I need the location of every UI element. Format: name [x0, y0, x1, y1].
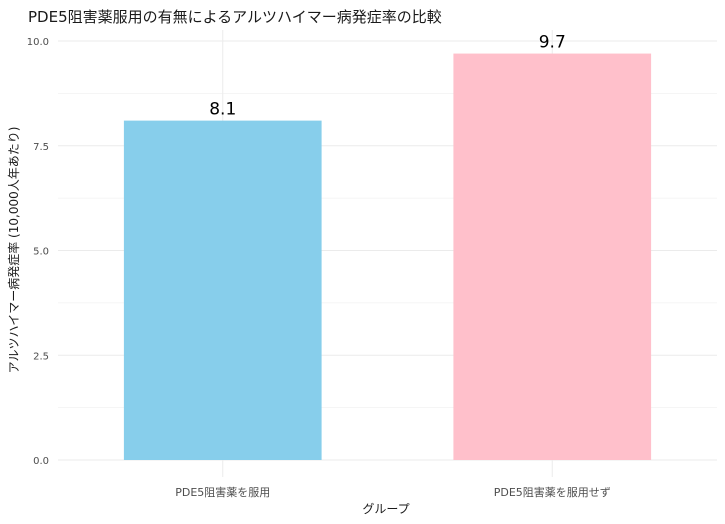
- y-tick-label: 0.0: [33, 456, 49, 467]
- x-tick-label: PDE5阻害薬を服用: [175, 485, 270, 499]
- bar: [123, 120, 322, 461]
- y-tick-label: 7.5: [33, 142, 49, 153]
- y-axis-title: アルツハイマー病発症率 (10,000人年あたり): [6, 127, 21, 374]
- y-tick-label: 2.5: [33, 351, 49, 362]
- x-tick-label: PDE5阻害薬を服用せず: [494, 485, 611, 499]
- x-axis-ticks: PDE5阻害薬を服用 PDE5阻害薬を服用せず: [175, 485, 611, 499]
- y-tick-label: 5.0: [33, 247, 49, 258]
- bar-value-labels: 8.1 9.7: [209, 33, 566, 120]
- x-axis-title: グループ: [362, 502, 409, 516]
- chart-title: PDE5阻害薬服用の有無によるアルツハイマー病発症率の比較: [28, 8, 442, 26]
- bar-value-label: 8.1: [209, 100, 236, 120]
- bar-value-label: 9.7: [539, 33, 566, 53]
- y-tick-label: 10.0: [27, 37, 49, 48]
- bars: [123, 53, 652, 461]
- y-axis-ticks: 0.0 2.5 5.0 7.5 10.0: [27, 37, 49, 467]
- bar: [453, 53, 652, 460]
